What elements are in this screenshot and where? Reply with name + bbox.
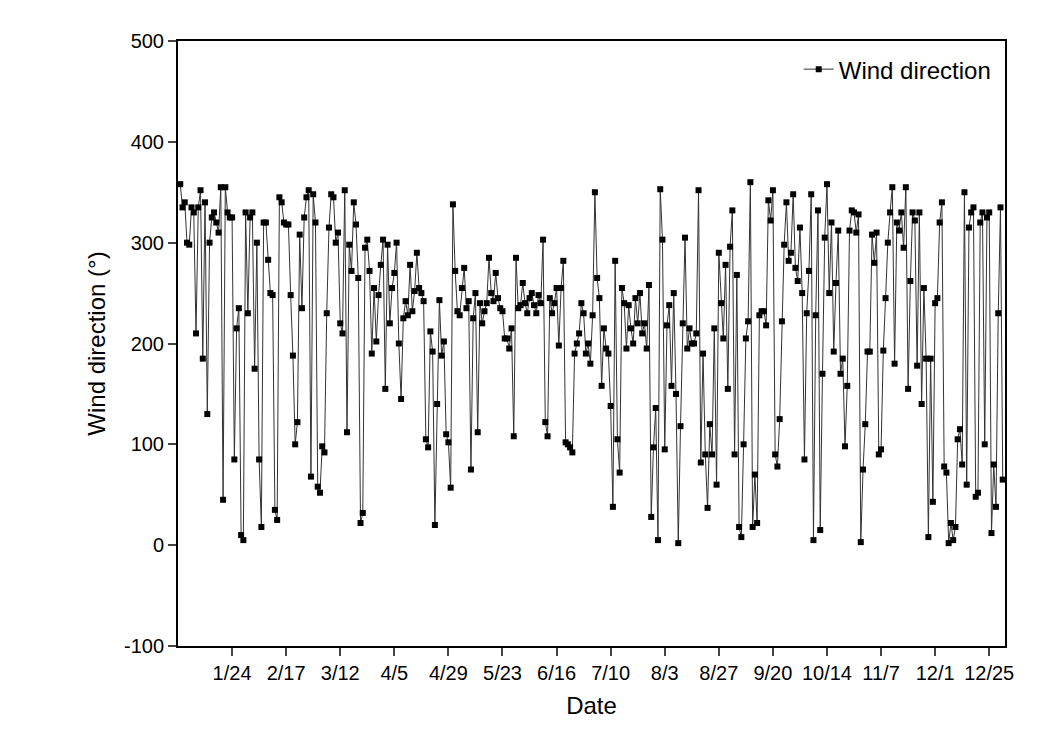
svg-text:9/20: 9/20 <box>753 662 792 684</box>
svg-text:2/17: 2/17 <box>267 662 306 684</box>
svg-text:400: 400 <box>131 131 164 153</box>
svg-text:5/23: 5/23 <box>483 662 522 684</box>
svg-text:12/25: 12/25 <box>964 662 1014 684</box>
svg-text:500: 500 <box>131 30 164 52</box>
svg-text:-100: -100 <box>124 635 164 657</box>
svg-text:Wind direction: Wind direction <box>839 57 991 84</box>
svg-text:10/14: 10/14 <box>802 662 852 684</box>
svg-text:3/12: 3/12 <box>321 662 360 684</box>
svg-text:300: 300 <box>131 232 164 254</box>
svg-text:7/10: 7/10 <box>591 662 630 684</box>
svg-text:8/27: 8/27 <box>699 662 738 684</box>
svg-text:200: 200 <box>131 333 164 355</box>
svg-text:4/29: 4/29 <box>429 662 468 684</box>
svg-text:1/24: 1/24 <box>213 662 252 684</box>
svg-text:Wind direction (°): Wind direction (°) <box>83 251 110 435</box>
svg-text:Date: Date <box>566 692 617 719</box>
svg-text:4/5: 4/5 <box>380 662 408 684</box>
svg-text:8/3: 8/3 <box>651 662 679 684</box>
svg-text:0: 0 <box>153 534 164 556</box>
svg-text:6/16: 6/16 <box>537 662 576 684</box>
svg-text:100: 100 <box>131 433 164 455</box>
svg-text:12/1: 12/1 <box>916 662 955 684</box>
svg-text:11/7: 11/7 <box>862 662 899 684</box>
